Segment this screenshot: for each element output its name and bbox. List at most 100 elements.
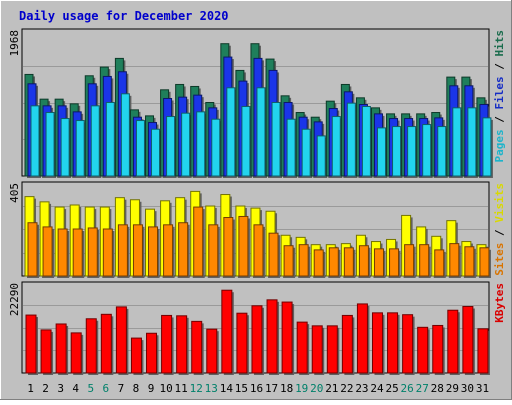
bar-sites-day-18: [283, 245, 294, 277]
x-tick-label-day-16: 16: [250, 382, 263, 395]
bar-kbytes-day-3: [55, 323, 67, 374]
bar-kbytes-day-22: [341, 314, 353, 374]
x-tick-label-day-2: 2: [42, 382, 49, 395]
panel-3: 22290 KBytes: [8, 281, 506, 375]
x-tick-label-day-14: 14: [220, 382, 234, 395]
bar-kbytes-day-11: [176, 315, 188, 374]
bar-pages-day-5: [90, 105, 100, 177]
bar-kbytes-day-2: [40, 329, 52, 374]
bar-sites-day-9: [148, 226, 159, 277]
legend-label-hits: Hits: [493, 30, 506, 57]
x-tick-label-day-30: 30: [461, 382, 474, 395]
bar-kbytes-day-18: [281, 301, 293, 374]
x-tick-label-day-28: 28: [431, 382, 444, 395]
x-tick-label-day-5: 5: [87, 382, 94, 395]
bar-pages-day-17: [271, 102, 281, 177]
x-tick-label-day-11: 11: [175, 382, 188, 395]
bar-kbytes-day-15: [236, 312, 248, 374]
bar-sites-day-5: [87, 227, 98, 277]
bar-sites-day-24: [373, 248, 384, 277]
bar-kbytes-day-26: [402, 314, 414, 374]
x-tick-label-day-17: 17: [265, 382, 278, 395]
x-tick-label-day-26: 26: [401, 382, 414, 395]
x-tick-label-day-31: 31: [476, 382, 489, 395]
x-tick-label-day-9: 9: [148, 382, 155, 395]
x-tick-label-day-12: 12: [190, 382, 203, 395]
bar-sites-day-26: [404, 244, 415, 277]
bar-kbytes-day-27: [417, 326, 429, 374]
bar-kbytes-day-6: [100, 313, 112, 374]
bar-sites-day-10: [163, 224, 174, 277]
x-tick-label-day-29: 29: [446, 382, 459, 395]
bar-pages-day-24: [376, 127, 386, 177]
x-tick-label-day-8: 8: [133, 382, 140, 395]
bar-kbytes-day-7: [115, 306, 127, 374]
panel-2: 405 Sites / Visits: [8, 181, 506, 278]
bar-kbytes-day-14: [221, 289, 233, 374]
bar-pages-day-28: [437, 126, 447, 177]
bar-pages-day-10: [166, 116, 176, 177]
bar-pages-day-21: [331, 116, 341, 177]
bar-pages-day-14: [226, 87, 236, 177]
bar-pages-day-8: [135, 120, 145, 177]
bar-pages-day-25: [392, 126, 402, 177]
bar-sites-day-29: [449, 243, 460, 277]
bar-kbytes-day-23: [356, 303, 368, 374]
bar-pages-day-7: [120, 93, 130, 177]
legend-label-kbytes: KBytes: [493, 283, 506, 323]
bar-kbytes-day-20: [311, 325, 323, 374]
legend-label-pages: Pages: [493, 129, 506, 162]
legend-label-sites: Sites: [493, 243, 506, 276]
bar-kbytes-day-13: [206, 328, 218, 374]
x-tick-label-day-23: 23: [355, 382, 368, 395]
x-tick-label-day-22: 22: [340, 382, 353, 395]
x-tick-label-day-19: 19: [295, 382, 308, 395]
x-tick-label-day-3: 3: [57, 382, 64, 395]
y-max-label: 22290: [8, 283, 21, 316]
bar-kbytes-day-5: [85, 318, 97, 374]
bar-kbytes-day-16: [251, 305, 263, 374]
legend-label-visits: Visits: [493, 183, 506, 223]
bar-pages-day-15: [241, 106, 251, 177]
bar-kbytes-day-29: [447, 309, 459, 374]
bar-kbytes-day-1: [25, 314, 37, 374]
x-tick-label-day-27: 27: [416, 382, 429, 395]
y-max-label: 405: [8, 183, 21, 203]
bar-sites-day-28: [434, 249, 445, 277]
bar-sites-day-8: [132, 224, 143, 277]
bar-pages-day-31: [482, 117, 492, 177]
bar-sites-day-14: [223, 217, 234, 277]
bar-sites-day-13: [208, 224, 219, 277]
bar-sites-day-22: [343, 247, 354, 277]
bar-pages-day-13: [211, 118, 221, 177]
bar-sites-day-17: [268, 232, 279, 277]
bar-sites-day-6: [102, 228, 113, 277]
bar-sites-day-30: [464, 246, 475, 277]
legend-separator: /: [493, 57, 506, 77]
bar-pages-day-20: [316, 135, 326, 177]
legend-separator: /: [493, 223, 506, 243]
x-tick-label-day-7: 7: [118, 382, 125, 395]
legend-1: Pages / Files / Hits: [493, 30, 506, 163]
bar-kbytes-day-28: [432, 324, 444, 374]
bar-pages-day-26: [407, 126, 417, 177]
bar-pages-day-30: [467, 107, 477, 177]
bar-pages-day-1: [30, 105, 40, 177]
bar-sites-day-21: [328, 247, 339, 277]
bar-kbytes-day-12: [191, 320, 203, 374]
y-max-label: 1968: [8, 30, 21, 57]
x-tick-label-day-25: 25: [385, 382, 398, 395]
bar-kbytes-day-19: [296, 321, 308, 374]
x-tick-label-day-15: 15: [235, 382, 248, 395]
bar-pages-day-3: [60, 118, 70, 177]
bar-pages-day-2: [45, 112, 55, 177]
bar-kbytes-day-25: [387, 312, 399, 374]
bar-pages-day-6: [105, 102, 115, 177]
bar-sites-day-16: [253, 224, 264, 277]
legend-label-files: Files: [493, 76, 506, 109]
bar-sites-day-23: [358, 245, 369, 277]
bar-kbytes-day-24: [371, 312, 383, 374]
bar-kbytes-day-31: [477, 328, 489, 374]
bar-sites-day-12: [193, 206, 204, 277]
